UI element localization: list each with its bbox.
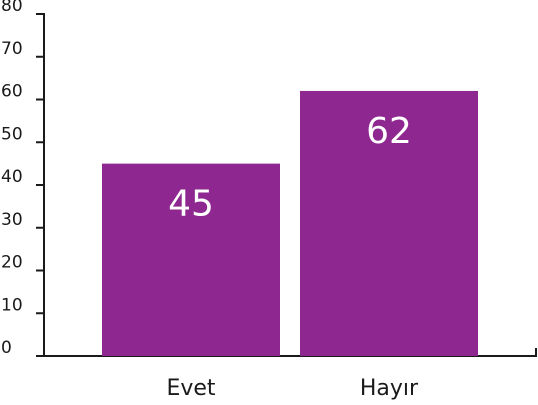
y-tick-label: 60 bbox=[1, 82, 23, 102]
y-tick-label: 20 bbox=[1, 253, 23, 273]
bar bbox=[102, 163, 280, 356]
y-tick-label: 30 bbox=[1, 210, 23, 230]
y-tick-label: 70 bbox=[1, 39, 23, 59]
y-tick-label: 40 bbox=[1, 167, 23, 187]
y-tick-label: 80 bbox=[1, 0, 23, 16]
bar bbox=[300, 90, 478, 356]
x-tick-label: Evet bbox=[166, 376, 215, 401]
value-label: 62 bbox=[366, 111, 412, 152]
value-label: 45 bbox=[168, 184, 214, 225]
x-tick-label: Hayır bbox=[360, 376, 419, 401]
y-tick-label: 50 bbox=[1, 124, 23, 144]
y-tick-label: 0 bbox=[1, 338, 12, 358]
y-tick-label: 10 bbox=[1, 295, 23, 315]
